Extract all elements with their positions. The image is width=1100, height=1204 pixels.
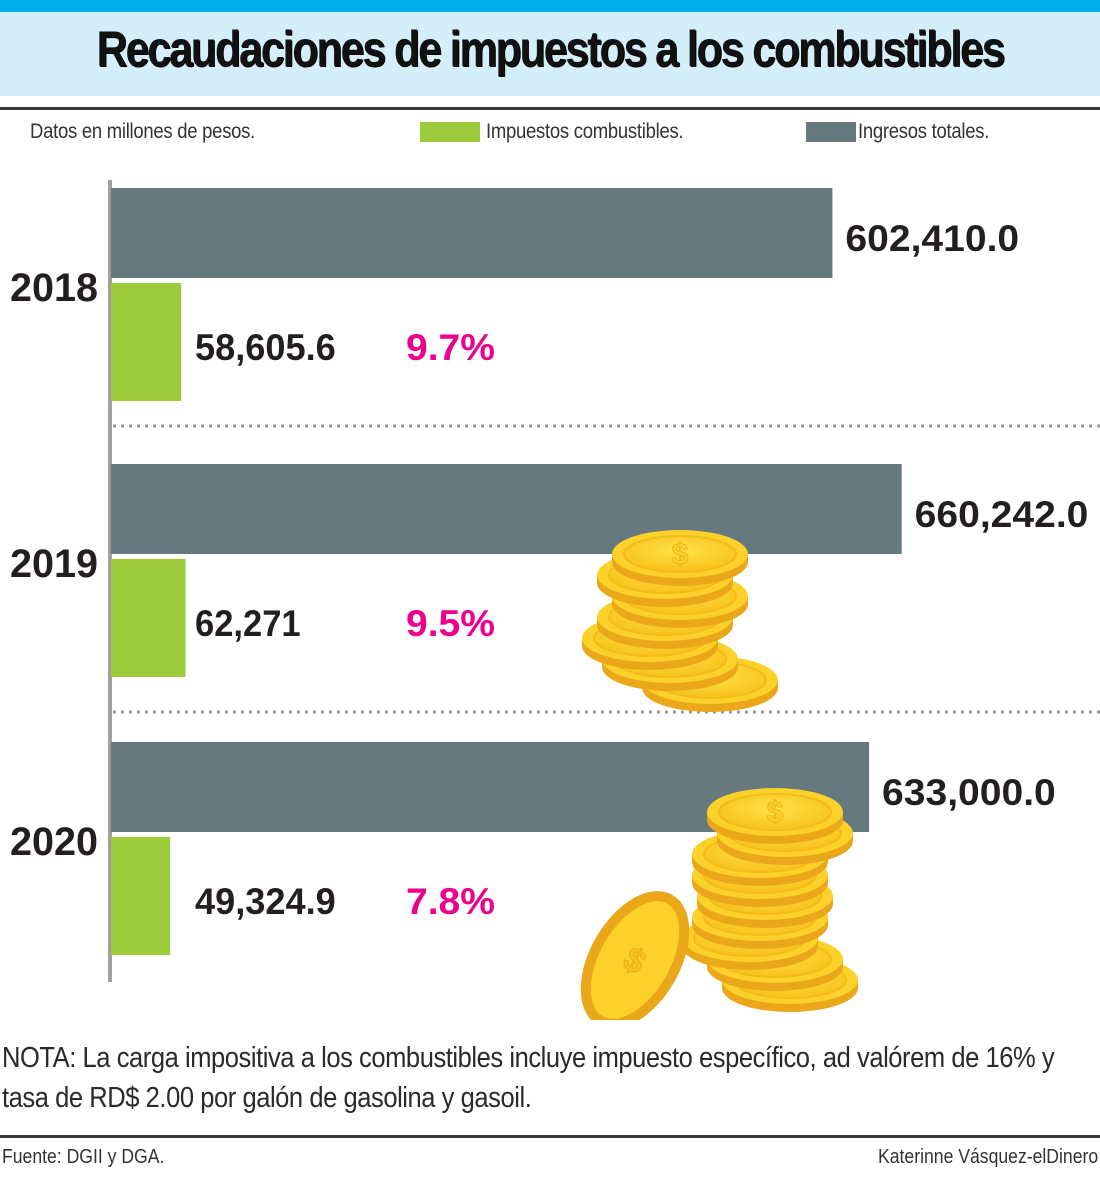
year-label-2019: 2019: [10, 542, 98, 586]
year-label-2020: 2020: [10, 820, 98, 864]
value-label-impuestos-2019: 62,271: [195, 603, 301, 644]
legend-item-impuestos: Impuestos combustibles.: [420, 120, 710, 144]
legend-swatch-ingresos: [806, 122, 856, 142]
credit-text: Katerinne Vásquez-elDinero: [877, 1146, 1098, 1168]
bar-ingresos-2019: [111, 464, 902, 554]
value-label-ingresos-2020: 633,000.0: [882, 772, 1056, 813]
legend-label-ingresos: Ingresos totales.: [858, 120, 990, 143]
coin-stack-icon: $: [681, 787, 859, 1013]
note-text: NOTA: La carga impositiva a los combusti…: [2, 1042, 1055, 1114]
top-accent-bar: [0, 0, 1100, 12]
legend-item-ingresos: Ingresos totales.: [806, 120, 1007, 144]
value-label-ingresos-2018: 602,410.0: [845, 218, 1019, 259]
dollar-sign-icon: $: [767, 796, 784, 829]
chart-title: Recaudaciones de impuestos a los combust…: [96, 21, 1006, 77]
legend-swatch-impuestos: [420, 122, 480, 142]
value-label-ingresos-2019: 660,242.0: [915, 494, 1089, 535]
percent-label-2018: 9.7%: [406, 327, 495, 368]
bar-ingresos-2018: [111, 188, 833, 278]
bar-impuestos-2019: [111, 559, 186, 677]
title-band: [0, 12, 1100, 96]
percent-label-2019: 9.5%: [406, 603, 495, 644]
leaning-coin-icon: [580, 891, 690, 1020]
value-label-impuestos-2018: 58,605.6: [195, 327, 336, 368]
coin-stack-icon: $: [581, 529, 779, 713]
dollar-sign-icon: $: [672, 538, 689, 571]
header-divider: [0, 107, 1100, 110]
bar-impuestos-2020: [111, 837, 171, 955]
year-label-2018: 2018: [10, 266, 98, 310]
percent-label-2020: 7.8%: [406, 881, 495, 922]
legend-label-impuestos: Impuestos combustibles.: [486, 120, 684, 143]
value-label-impuestos-2020: 49,324.9: [195, 881, 336, 922]
footer-divider: [0, 1135, 1100, 1138]
units-subtitle: Datos en millones de pesos.: [30, 120, 256, 143]
source-text: Fuente: DGII y DGA.: [2, 1146, 165, 1168]
bar-impuestos-2018: [111, 283, 182, 401]
